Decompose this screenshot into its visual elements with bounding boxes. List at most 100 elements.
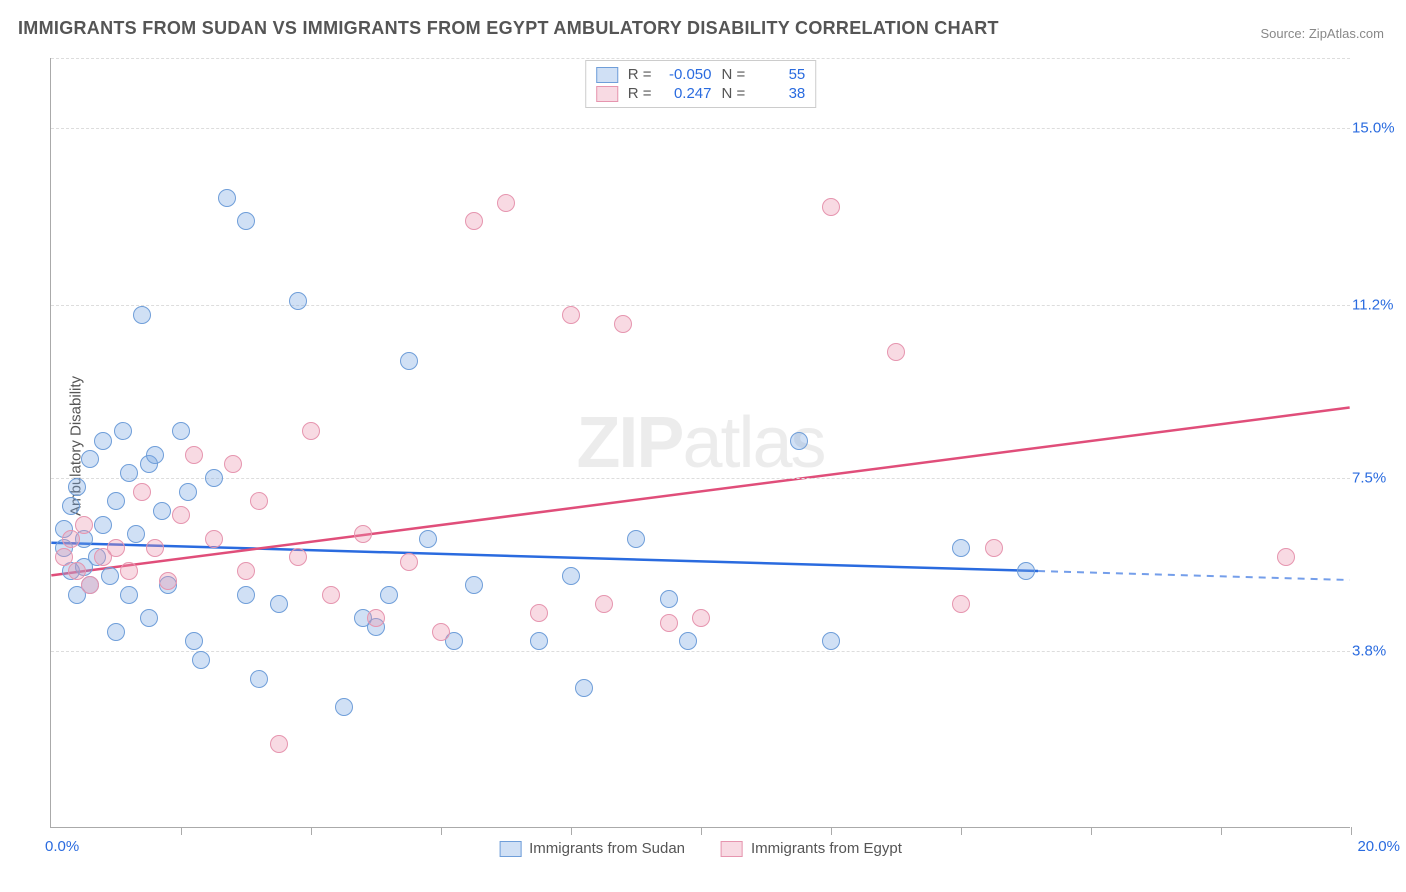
data-point: [75, 516, 93, 534]
data-point: [218, 189, 236, 207]
data-point: [146, 446, 164, 464]
data-point: [153, 502, 171, 520]
data-point: [101, 567, 119, 585]
data-point: [107, 492, 125, 510]
data-point: [185, 446, 203, 464]
trend-line-solid: [51, 543, 1038, 571]
data-point: [562, 567, 580, 585]
data-point: [81, 450, 99, 468]
data-point: [322, 586, 340, 604]
data-point: [790, 432, 808, 450]
grid-line: [51, 58, 1350, 59]
correlation-stats-box: R = -0.050 N = 55 R = 0.247 N = 38: [585, 60, 817, 108]
data-point: [107, 623, 125, 641]
legend-label-egypt: Immigrants from Egypt: [751, 840, 902, 857]
r-label: R =: [628, 85, 652, 102]
data-point: [94, 516, 112, 534]
data-point: [250, 670, 268, 688]
data-point: [224, 455, 242, 473]
legend-swatch-sudan: [499, 841, 521, 857]
legend-item-egypt: Immigrants from Egypt: [721, 840, 902, 857]
data-point: [146, 539, 164, 557]
data-point: [289, 292, 307, 310]
series-swatch-sudan: [596, 67, 618, 83]
data-point: [530, 632, 548, 650]
data-point: [94, 432, 112, 450]
y-tick-label: 7.5%: [1352, 470, 1400, 487]
data-point: [120, 562, 138, 580]
data-point: [952, 539, 970, 557]
r-label: R =: [628, 66, 652, 83]
source-link[interactable]: ZipAtlas.com: [1309, 26, 1384, 41]
data-point: [205, 530, 223, 548]
x-tick: [441, 827, 442, 835]
data-point: [172, 506, 190, 524]
source-attribution: Source: ZipAtlas.com: [1260, 26, 1384, 41]
data-point: [114, 422, 132, 440]
data-point: [419, 530, 437, 548]
stats-row: R = 0.247 N = 38: [596, 84, 806, 103]
data-point: [660, 614, 678, 632]
x-axis-max-label: 20.0%: [1357, 838, 1400, 855]
trend-line-dashed: [1038, 571, 1350, 580]
data-point: [614, 315, 632, 333]
data-point: [185, 632, 203, 650]
grid-line: [51, 305, 1350, 306]
data-point: [822, 198, 840, 216]
data-point: [68, 478, 86, 496]
trend-line-solid: [51, 408, 1349, 576]
n-value-sudan: 55: [751, 66, 805, 83]
data-point: [822, 632, 840, 650]
data-point: [335, 698, 353, 716]
data-point: [62, 530, 80, 548]
data-point: [62, 497, 80, 515]
data-point: [985, 539, 1003, 557]
data-point: [1277, 548, 1295, 566]
data-point: [367, 609, 385, 627]
legend-item-sudan: Immigrants from Sudan: [499, 840, 685, 857]
data-point: [133, 306, 151, 324]
data-point: [270, 595, 288, 613]
data-point: [120, 586, 138, 604]
data-point: [270, 735, 288, 753]
data-point: [179, 483, 197, 501]
data-point: [575, 679, 593, 697]
data-point: [237, 212, 255, 230]
data-point: [1017, 562, 1035, 580]
x-tick: [831, 827, 832, 835]
bottom-legend: Immigrants from Sudan Immigrants from Eg…: [499, 840, 902, 857]
data-point: [432, 623, 450, 641]
scatter-plot-area: ZIPatlas R = -0.050 N = 55 R = 0.247 N =…: [50, 58, 1350, 828]
x-tick: [571, 827, 572, 835]
data-point: [107, 539, 125, 557]
x-tick: [1221, 827, 1222, 835]
grid-line: [51, 128, 1350, 129]
r-value-sudan: -0.050: [658, 66, 712, 83]
x-tick: [701, 827, 702, 835]
data-point: [562, 306, 580, 324]
grid-line: [51, 651, 1350, 652]
data-point: [400, 352, 418, 370]
data-point: [465, 576, 483, 594]
x-axis-min-label: 0.0%: [45, 838, 79, 855]
data-point: [679, 632, 697, 650]
source-prefix: Source:: [1260, 26, 1308, 41]
data-point: [660, 590, 678, 608]
grid-line: [51, 478, 1350, 479]
data-point: [250, 492, 268, 510]
data-point: [595, 595, 613, 613]
series-swatch-egypt: [596, 86, 618, 102]
data-point: [120, 464, 138, 482]
data-point: [140, 609, 158, 627]
x-tick: [1351, 827, 1352, 835]
legend-swatch-egypt: [721, 841, 743, 857]
y-tick-label: 3.8%: [1352, 642, 1400, 659]
data-point: [530, 604, 548, 622]
data-point: [237, 586, 255, 604]
data-point: [205, 469, 223, 487]
n-label: N =: [722, 85, 746, 102]
watermark-bold: ZIP: [576, 403, 682, 483]
data-point: [952, 595, 970, 613]
data-point: [289, 548, 307, 566]
y-tick-label: 11.2%: [1352, 297, 1400, 314]
